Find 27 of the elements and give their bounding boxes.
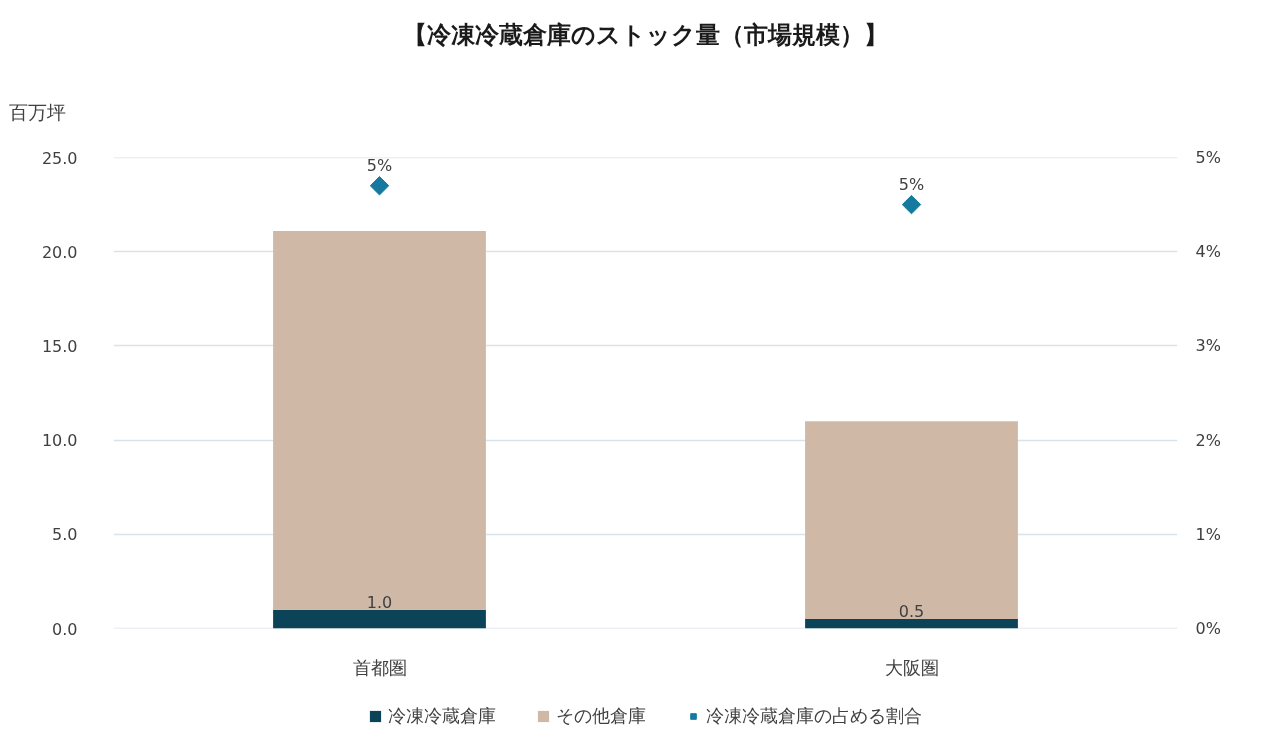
x-tick-label: 首都圏 (352, 656, 407, 678)
chart-title: 【冷凍冷蔵倉庫のストック量（市場規模）】 (403, 20, 888, 49)
y-tick-label: 25.0 (41, 148, 78, 168)
y-tick-label: 5.0 (52, 525, 78, 545)
y2-tick-label: 5% (1195, 148, 1221, 167)
y2-tick-label: 4% (1195, 242, 1221, 262)
bar (805, 619, 1018, 629)
y2-tick-label: 2% (1195, 430, 1221, 450)
data-label: 0.5 (898, 602, 925, 622)
x-tick-label: 大阪圏 (884, 656, 939, 678)
legend-label: 冷凍冷蔵倉庫の占める割合 (706, 703, 922, 728)
y-tick-label: 15.0 (41, 336, 78, 356)
legend-label: 冷凍冷蔵倉庫 (388, 703, 496, 728)
y2-tick-label: 0% (1195, 619, 1221, 638)
y-tick-label: 0.0 (52, 619, 78, 639)
data-label: 5% (366, 155, 393, 175)
y2-tick-label: 1% (1195, 524, 1221, 544)
bar (273, 230, 486, 610)
data-label: 1.0 (366, 592, 393, 612)
legend-label: その他倉庫 (556, 703, 646, 728)
bar (805, 421, 1018, 620)
y2-tick-label: 3% (1195, 336, 1221, 356)
bar (273, 609, 486, 629)
y-axis-title: 百万坪 (8, 100, 66, 123)
data-label: 5% (898, 174, 925, 194)
y-tick-label: 10.0 (41, 431, 78, 451)
y-tick-label: 20.0 (41, 242, 78, 262)
